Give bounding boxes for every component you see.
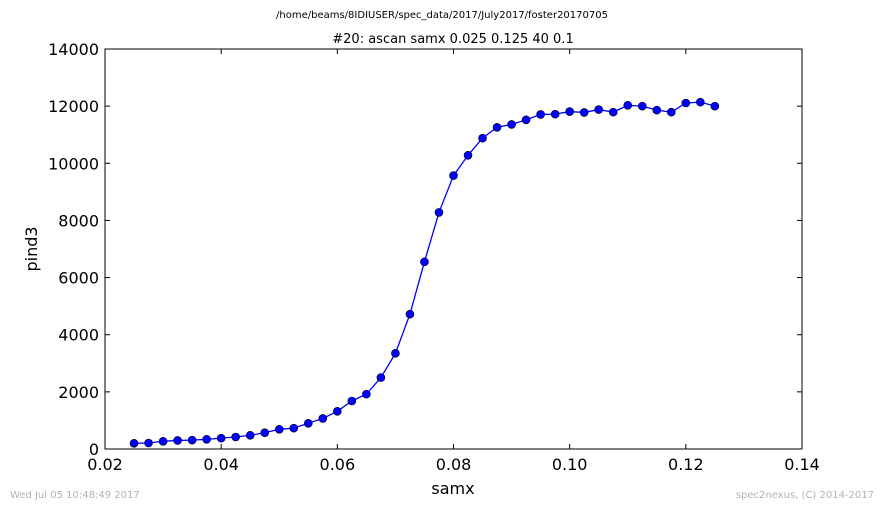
data-point: [173, 436, 182, 445]
data-point: [289, 423, 299, 433]
data-point: [492, 122, 502, 132]
plot-area: [105, 49, 802, 449]
data-point: [681, 98, 691, 108]
data-point: [420, 257, 429, 267]
footer-timestamp: Wed Jul 05 10:48:49 2017: [10, 490, 140, 501]
data-point: [202, 434, 211, 444]
y-tick-label: 4000: [58, 326, 99, 345]
series-layer: [129, 97, 720, 448]
data-point: [318, 414, 328, 423]
data-point: [333, 406, 342, 416]
data-point: [347, 396, 357, 406]
data-point: [521, 115, 531, 125]
y-tick-label: 10000: [48, 154, 99, 173]
x-tick-label: 0.08: [436, 455, 472, 474]
x-tick-label: 0.02: [87, 455, 123, 474]
data-point: [405, 309, 415, 319]
data-point: [652, 105, 662, 115]
chart-title: #20: ascan samx 0.025 0.125 40 0.1: [332, 32, 573, 47]
data-point: [623, 100, 633, 110]
x-tick-label: 0.10: [552, 455, 588, 474]
data-point: [710, 101, 720, 111]
data-point: [594, 105, 604, 114]
data-point: [565, 107, 574, 116]
footer-credit: spec2nexus, (C) 2014-2017: [736, 490, 874, 501]
data-point: [158, 436, 168, 446]
data-point: [129, 438, 139, 448]
x-tick-label: 0.14: [784, 455, 820, 474]
data-point: [579, 108, 589, 117]
data-point: [550, 109, 560, 119]
x-tick-label: 0.12: [668, 455, 704, 474]
x-tick-label: 0.06: [320, 455, 356, 474]
data-point: [608, 107, 618, 117]
data-point: [260, 428, 270, 438]
data-point: [245, 430, 255, 440]
y-tick-label: 14000: [48, 40, 99, 59]
data-point: [362, 389, 371, 399]
axis-ticks: 0.02 0.04 0.06 0.08 0.10 0.12 0.14 0 2000 4000 600…: [48, 40, 820, 474]
data-point: [187, 435, 197, 445]
y-tick-label: 0: [89, 440, 99, 459]
y-tick-label: 8000: [58, 211, 99, 230]
data-point: [478, 133, 487, 143]
plot-frame: [104, 48, 803, 450]
x-axis-label: samx: [431, 479, 474, 498]
data-point: [144, 438, 153, 448]
x-tick-label: 0.04: [203, 455, 239, 474]
data-point: [434, 208, 444, 217]
data-point: [463, 150, 473, 160]
figure-suptitle: /home/beams/8IDIUSER/spec_data/2017/July…: [276, 10, 608, 21]
data-point: [274, 424, 284, 434]
data-point: [216, 433, 226, 443]
y-tick-label: 12000: [48, 97, 99, 116]
data-point: [667, 107, 676, 117]
data-point: [376, 373, 386, 382]
data-point: [637, 101, 647, 111]
y-tick-label: 6000: [58, 269, 99, 288]
data-point: [536, 110, 545, 119]
data-point: [449, 171, 458, 180]
y-axis-label: pind3: [22, 226, 41, 271]
data-point: [231, 432, 240, 442]
y-tick-label: 2000: [58, 383, 99, 402]
data-point: [507, 120, 516, 129]
data-point: [391, 348, 400, 358]
data-point: [696, 97, 705, 107]
data-point: [303, 418, 313, 428]
